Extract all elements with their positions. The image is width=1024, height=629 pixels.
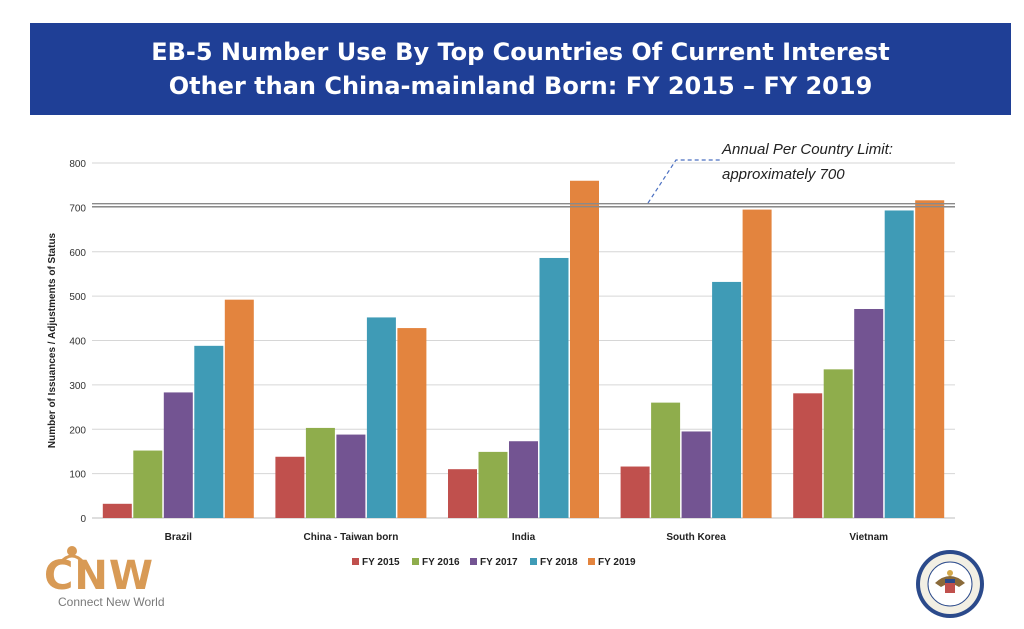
bar: [336, 434, 366, 518]
person-icon: [58, 546, 86, 565]
bar: [163, 392, 193, 518]
bar: [194, 345, 224, 518]
bar: [448, 469, 477, 518]
cnw-logo-letters: CNW: [44, 553, 154, 599]
bar: [681, 431, 711, 518]
legend-label: FY 2017: [480, 557, 518, 568]
x-tick-label: India: [512, 532, 536, 543]
x-tick-label: Vietnam: [849, 532, 888, 543]
bar: [915, 200, 945, 518]
bar: [305, 427, 335, 518]
bar: [823, 369, 853, 518]
legend-label: FY 2019: [598, 557, 636, 568]
x-tick-label: South Korea: [666, 532, 726, 543]
y-tick-label: 200: [69, 425, 86, 436]
legend-swatch: [470, 558, 477, 565]
bar: [224, 299, 254, 518]
bar: [102, 503, 132, 518]
bar: [620, 466, 650, 518]
legend-swatch: [588, 558, 595, 565]
department-of-state-seal-icon: [916, 550, 984, 618]
bar: [570, 180, 599, 518]
bar: [712, 281, 742, 518]
y-tick-label: 800: [69, 159, 86, 170]
legend-swatch: [412, 558, 419, 565]
chart-title-line-1: EB-5 Number Use By Top Countries Of Curr…: [151, 38, 890, 66]
bar: [742, 209, 772, 518]
legend-label: FY 2018: [540, 557, 578, 568]
y-tick-label: 400: [69, 337, 86, 348]
cnw-logo-tagline: Connect New World: [58, 595, 165, 609]
bar: [793, 393, 823, 518]
bar: [275, 456, 305, 518]
chart-title-line-2: Other than China-mainland Born: FY 2015 …: [168, 72, 873, 100]
annotation-leader: [647, 159, 720, 204]
bar: [884, 210, 914, 518]
reference-annotation-line-1: Annual Per Country Limit:: [721, 141, 893, 158]
bar: [509, 441, 538, 518]
legend-label: FY 2015: [362, 557, 400, 568]
y-tick-label: 0: [80, 514, 86, 525]
bar: [366, 317, 396, 518]
bar: [651, 402, 681, 518]
legend-swatch: [530, 558, 537, 565]
x-tick-label: China - Taiwan born: [303, 532, 398, 543]
legend-label: FY 2016: [422, 557, 460, 568]
bar: [539, 257, 569, 518]
reference-annotation-line-2: approximately 700: [722, 166, 845, 183]
y-tick-label: 600: [69, 248, 86, 259]
y-axis-label: Number of Issuances / Adjustments of Sta…: [47, 232, 58, 448]
bar: [854, 308, 884, 518]
legend-swatch: [352, 558, 359, 565]
bar: [397, 328, 427, 518]
x-tick-label: Brazil: [165, 532, 192, 543]
bar: [478, 451, 508, 518]
y-tick-label: 500: [69, 292, 86, 303]
title-banner: EB-5 Number Use By Top Countries Of Curr…: [30, 23, 1011, 115]
y-tick-label: 100: [69, 470, 86, 481]
y-tick-label: 700: [69, 203, 86, 214]
y-tick-label: 300: [69, 381, 86, 392]
bar: [133, 450, 163, 518]
cnw-logo: CNW Connect New World: [44, 545, 184, 617]
